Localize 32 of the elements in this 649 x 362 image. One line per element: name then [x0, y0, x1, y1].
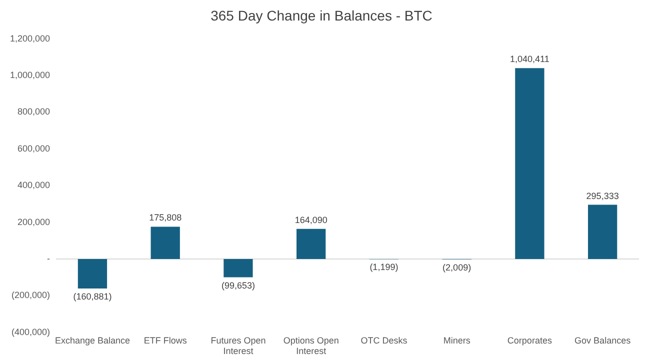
- x-tick-label: Futures Open Interest: [210, 335, 266, 356]
- y-tick-label: 1,000,000: [10, 70, 50, 80]
- bar: [78, 259, 108, 289]
- bar: [588, 204, 618, 259]
- x-tick-label: OTC Desks: [360, 335, 408, 346]
- bar: [296, 228, 326, 259]
- x-tick-label: Gov Balances: [574, 335, 632, 346]
- x-tick-label: Corporates: [507, 335, 552, 346]
- y-tick-label: 400,000: [17, 180, 50, 190]
- data-label: (160,881): [73, 292, 112, 302]
- y-tick-label: 1,200,000: [10, 33, 50, 44]
- data-label: 164,090: [294, 214, 328, 225]
- data-label: 1,040,411: [510, 54, 550, 64]
- bar: [515, 68, 544, 259]
- y-tick-label: -: [47, 253, 50, 264]
- x-tick-label: Miners: [443, 335, 471, 346]
- data-label: (2,009): [442, 262, 472, 272]
- chart-title: 365 Day Change in Balances - BTC: [210, 7, 432, 24]
- y-tick-label: (400,000): [12, 326, 50, 337]
- x-tick-label: ETF Flows: [144, 335, 188, 346]
- x-tick-label: Options Open Interest: [283, 335, 339, 356]
- bar: [150, 226, 180, 259]
- data-label: (1,199): [370, 262, 398, 272]
- data-label: 175,808: [149, 212, 182, 223]
- bar: [224, 259, 253, 278]
- x-tick-label: Exchange Balance: [54, 335, 130, 346]
- y-tick-label: (200,000): [12, 290, 50, 300]
- data-label: 295,333: [586, 190, 619, 201]
- data-label: (99,653): [221, 280, 255, 290]
- y-tick-label: 800,000: [17, 106, 50, 117]
- y-tick-label: 200,000: [17, 216, 50, 227]
- y-tick-label: 600,000: [17, 143, 50, 154]
